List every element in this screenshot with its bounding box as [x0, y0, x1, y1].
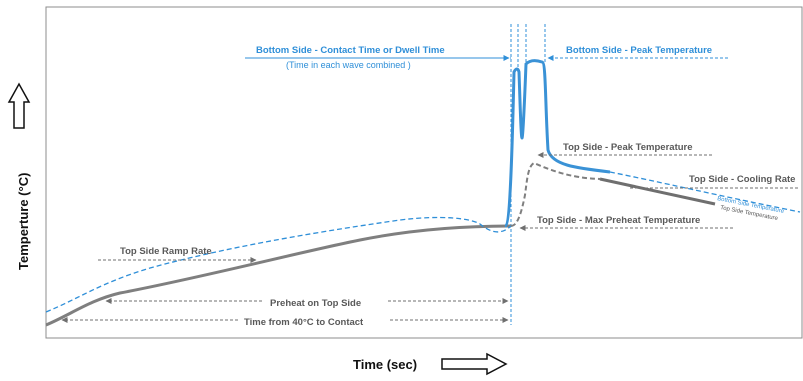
y-axis-title: Temperture (°C): [16, 173, 31, 270]
bottom-side-wave-curve: [503, 59, 611, 228]
label-bottom-contact-sub: (Time in each wave combined ): [286, 60, 411, 70]
top-side-curve: [45, 224, 512, 327]
label-bottom-contact: Bottom Side - Contact Time or Dwell Time: [256, 45, 445, 56]
plot-frame: [45, 6, 803, 339]
label-preheat-top: Preheat on Top Side: [270, 298, 361, 309]
label-top-ramp: Top Side Ramp Rate: [120, 246, 212, 257]
label-top-max-preheat: Top Side - Max Preheat Temperature: [537, 215, 700, 226]
bottom-side-preheat-curve: [45, 216, 512, 313]
label-top-cooling: Top Side - Cooling Rate: [689, 174, 795, 185]
x-axis-arrow-icon: [441, 352, 508, 376]
top-side-cooling-line: [599, 177, 716, 206]
label-time-40-contact: Time from 40°C to Contact: [244, 317, 364, 328]
bottom-side-cooling-curve: [609, 171, 801, 213]
label-bottom-peak: Bottom Side - Peak Temperature: [566, 45, 712, 56]
top-side-curve-after-contact: [510, 161, 601, 227]
y-axis-arrow-icon: [7, 82, 31, 129]
x-axis-title: Time (sec): [353, 357, 417, 372]
label-top-peak: Top Side - Peak Temperature: [563, 142, 693, 153]
